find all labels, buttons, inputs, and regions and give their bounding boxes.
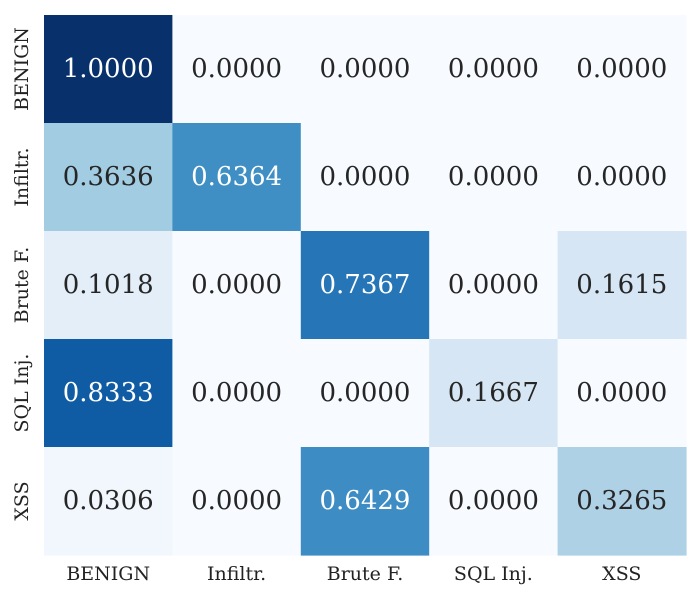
- heatmap-cell-label-r1-c1: 0.6364: [191, 162, 282, 192]
- x-tick-label-1: Infiltr.: [207, 563, 266, 585]
- heatmap-cell-label-r0-c0: 1.0000: [63, 54, 154, 84]
- heatmap-cell-r1-c0: [44, 123, 173, 232]
- y-tick-label-3: SQL Inj.: [11, 354, 33, 433]
- heatmap-cell-label-r1-c4: 0.0000: [576, 162, 667, 192]
- heatmap-cell-label-r3-c4: 0.0000: [576, 378, 667, 408]
- heatmap-cell-label-r0-c4: 0.0000: [576, 54, 667, 84]
- heatmap-cell-label-r4-c0: 0.0306: [63, 486, 154, 516]
- heatmap-cell-r0-c4: [557, 15, 687, 124]
- y-axis-tick-labels: BENIGN Infiltr. Brute F. SQL Inj. XSS: [11, 27, 33, 521]
- x-tick-label-4: XSS: [602, 563, 641, 585]
- heatmap-cell-r4-c0: [44, 447, 173, 556]
- heatmap-cell-label-r3-c0: 0.8333: [63, 378, 154, 408]
- heatmap-cell-label-r2-c1: 0.0000: [191, 270, 282, 300]
- heatmap-cell-r2-c2: [300, 231, 430, 340]
- heatmap-cell-label-r1-c0: 0.3636: [63, 162, 154, 192]
- heatmap-cell-r4-c3: [429, 447, 559, 556]
- x-axis-tick-labels: BENIGN Infiltr. Brute F. SQL Inj. XSS: [66, 563, 641, 585]
- heatmap-cell-r2-c1: [172, 231, 302, 340]
- heatmap-cell-label-r2-c0: 0.1018: [63, 270, 154, 300]
- heatmap-cell-r3-c4: [557, 339, 687, 448]
- heatmap-cell-r2-c3: [429, 231, 559, 340]
- heatmap-cell-r4-c2: [300, 447, 430, 556]
- heatmap-cell-r0-c3: [429, 15, 559, 124]
- heatmap-cell-r1-c3: [429, 123, 559, 232]
- y-tick-label-0: BENIGN: [11, 27, 33, 111]
- heatmap-cell-labels: 1.0000 0.0000 0.0000 0.0000 0.0000 0.3636 0.63…: [63, 54, 668, 516]
- heatmap-cell-label-r2-c3: 0.0000: [448, 270, 539, 300]
- heatmap-cell-label-r4-c2: 0.6429: [320, 486, 411, 516]
- heatmap-cell-r3-c1: [172, 339, 302, 448]
- heatmap-cell-r0-c2: [300, 15, 430, 124]
- heatmap-cell-label-r0-c2: 0.0000: [320, 54, 411, 84]
- y-tick-label-4: XSS: [11, 481, 33, 520]
- heatmap-cell-r4-c4: [557, 447, 687, 556]
- heatmap-cell-r4-c1: [172, 447, 302, 556]
- heatmap-cell-label-r4-c3: 0.0000: [448, 486, 539, 516]
- heatmap-cell-r1-c4: [557, 123, 687, 232]
- heatmap-cell-r3-c3: [429, 339, 559, 448]
- heatmap-cell-label-r0-c3: 0.0000: [448, 54, 539, 84]
- heatmap-cell-label-r1-c2: 0.0000: [320, 162, 411, 192]
- heatmap-cell-label-r4-c1: 0.0000: [191, 486, 282, 516]
- heatmap-cell-label-r2-c4: 0.1615: [576, 270, 667, 300]
- heatmap-cell-label-r1-c3: 0.0000: [448, 162, 539, 192]
- x-tick-label-2: Brute F.: [327, 563, 403, 585]
- heatmap-cell-r1-c1: [172, 123, 302, 232]
- y-tick-label-2: Brute F.: [11, 247, 33, 323]
- heatmap-cell-label-r3-c3: 0.1667: [448, 378, 539, 408]
- heatmap-cell-r3-c0: [44, 339, 173, 448]
- heatmap-cell-label-r4-c4: 0.3265: [576, 486, 667, 516]
- heatmap-cell-label-r0-c1: 0.0000: [191, 54, 282, 84]
- heatmap-cells: [44, 15, 687, 556]
- x-tick-label-0: BENIGN: [66, 563, 150, 585]
- y-tick-label-1: Infiltr.: [11, 147, 33, 206]
- heatmap-cell-label-r3-c1: 0.0000: [191, 378, 282, 408]
- heatmap-cell-r0-c0: [44, 15, 173, 124]
- heatmap-cell-r0-c1: [172, 15, 302, 124]
- heatmap-cell-r2-c4: [557, 231, 687, 340]
- heatmap-cell-label-r3-c2: 0.0000: [320, 378, 411, 408]
- x-tick-label-3: SQL Inj.: [454, 563, 533, 585]
- heatmap-cell-label-r2-c2: 0.7367: [320, 270, 411, 300]
- heatmap-cell-r1-c2: [300, 123, 430, 232]
- heatmap-cell-r2-c0: [44, 231, 173, 340]
- heatmap-cell-r3-c2: [300, 339, 430, 448]
